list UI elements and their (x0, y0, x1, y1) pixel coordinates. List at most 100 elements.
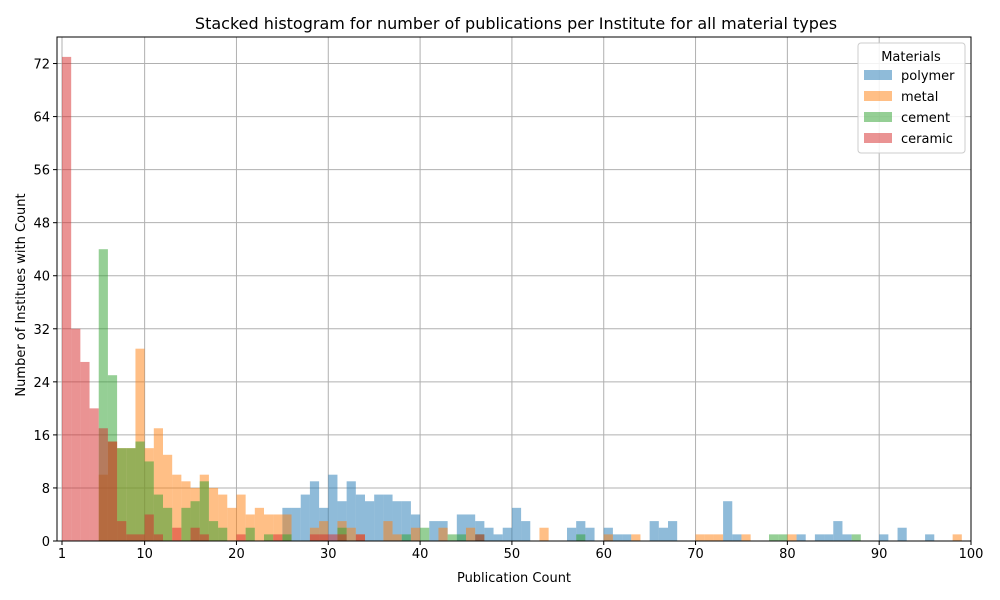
bar-polymer (897, 527, 907, 541)
y-tick-label: 0 (42, 535, 50, 550)
bar-metal (264, 514, 274, 541)
bar-polymer (925, 534, 935, 541)
bar-cement (126, 448, 136, 541)
bar-metal (539, 527, 549, 541)
legend-swatch-ceramic (864, 133, 892, 143)
bar-cement (181, 507, 191, 541)
bar-metal (346, 527, 356, 541)
bar-cement (778, 534, 788, 541)
bar-ceramic (135, 534, 145, 541)
legend-swatch-polymer (864, 70, 892, 80)
bar-ceramic (80, 361, 90, 541)
bar-polymer (511, 507, 522, 541)
x-tick-label: 30 (320, 547, 337, 562)
bar-polymer (622, 534, 632, 541)
x-tick-label: 100 (959, 547, 984, 562)
bar-metal (741, 534, 751, 541)
bar-polymer (521, 521, 531, 541)
bar-ceramic (199, 534, 209, 541)
y-tick-label: 32 (33, 323, 50, 338)
x-axis-label: Publication Count (457, 571, 571, 586)
bar-polymer (493, 534, 503, 541)
bar-ceramic (172, 527, 182, 541)
bar-cement (245, 527, 255, 541)
bar-metal (787, 534, 797, 541)
bar-polymer (383, 494, 393, 541)
bar-ceramic (190, 527, 200, 541)
bar-polymer (484, 527, 494, 541)
bar-metal (952, 534, 962, 541)
bar-metal (603, 534, 613, 541)
bar-ceramic (153, 534, 163, 541)
bar-cement (447, 534, 457, 541)
legend: Materials polymer metal cement ceramic (857, 42, 966, 154)
bar-metal (227, 507, 237, 541)
x-tick-label: 20 (228, 547, 245, 562)
bar-ceramic (328, 534, 338, 541)
axes (56, 36, 972, 542)
bar-metal (438, 527, 448, 541)
x-tick-label: 50 (504, 547, 521, 562)
bar-ceramic (144, 514, 154, 541)
bar-metal (273, 514, 283, 541)
legend-swatch-metal (864, 91, 892, 101)
bar-metal (392, 534, 402, 541)
y-tick-label: 40 (33, 270, 50, 285)
bar-ceramic (71, 328, 81, 541)
bar-ceramic (117, 521, 127, 541)
plot-frame (56, 36, 972, 542)
bar-cement (208, 521, 219, 541)
bar-polymer (796, 534, 806, 541)
bar-metal (254, 507, 264, 541)
bar-polymer (824, 534, 834, 541)
y-tick-label: 64 (33, 111, 50, 126)
bar-cement (282, 534, 292, 541)
bar-polymer (309, 481, 320, 541)
bar-polymer (567, 527, 577, 541)
bar-metal (163, 454, 173, 541)
x-tick-label: 1 (58, 547, 66, 562)
bar-ceramic (98, 428, 108, 541)
bar-polymer (649, 521, 659, 541)
bar-polymer (658, 527, 668, 541)
bar-ceramic (107, 441, 118, 541)
y-tick-label: 16 (33, 429, 50, 444)
bar-metal (218, 494, 228, 541)
y-tick-label: 56 (33, 164, 50, 179)
bar-cement (218, 527, 228, 541)
bar-cement (401, 534, 411, 541)
x-tick-label: 80 (779, 547, 796, 562)
bar-cement (420, 527, 430, 541)
bar-polymer (475, 521, 485, 541)
y-tick-label: 72 (33, 58, 50, 73)
bar-metal (704, 534, 714, 541)
x-tick-label: 70 (687, 547, 704, 562)
x-tick-label: 60 (595, 547, 612, 562)
bar-ceramic (62, 56, 72, 541)
legend-label-cement: cement (901, 111, 950, 126)
bar-metal (236, 494, 246, 541)
bar-cement (851, 534, 861, 541)
bar-ceramic (273, 534, 283, 541)
bar-cement (144, 461, 154, 541)
bar-polymer (576, 521, 586, 541)
histogram-bars (62, 56, 962, 542)
bar-cement (576, 534, 586, 541)
bar-ceramic (475, 534, 485, 541)
bar-polymer (723, 501, 733, 541)
bar-cement (769, 534, 779, 541)
bar-metal (153, 428, 163, 541)
bar-polymer (401, 501, 411, 541)
bar-metal (172, 474, 182, 541)
bar-cement (199, 481, 209, 541)
legend-label-polymer: polymer (901, 69, 955, 84)
y-axis-label: Number of Institues with Count (14, 193, 29, 396)
bar-ceramic (236, 534, 246, 541)
bar-polymer (833, 521, 843, 541)
bar-polymer (328, 474, 338, 541)
bar-ceramic (355, 534, 365, 541)
bar-metal (410, 527, 421, 541)
bar-polymer (879, 534, 889, 541)
legend-label-metal: metal (901, 90, 938, 105)
bar-polymer (842, 534, 852, 541)
